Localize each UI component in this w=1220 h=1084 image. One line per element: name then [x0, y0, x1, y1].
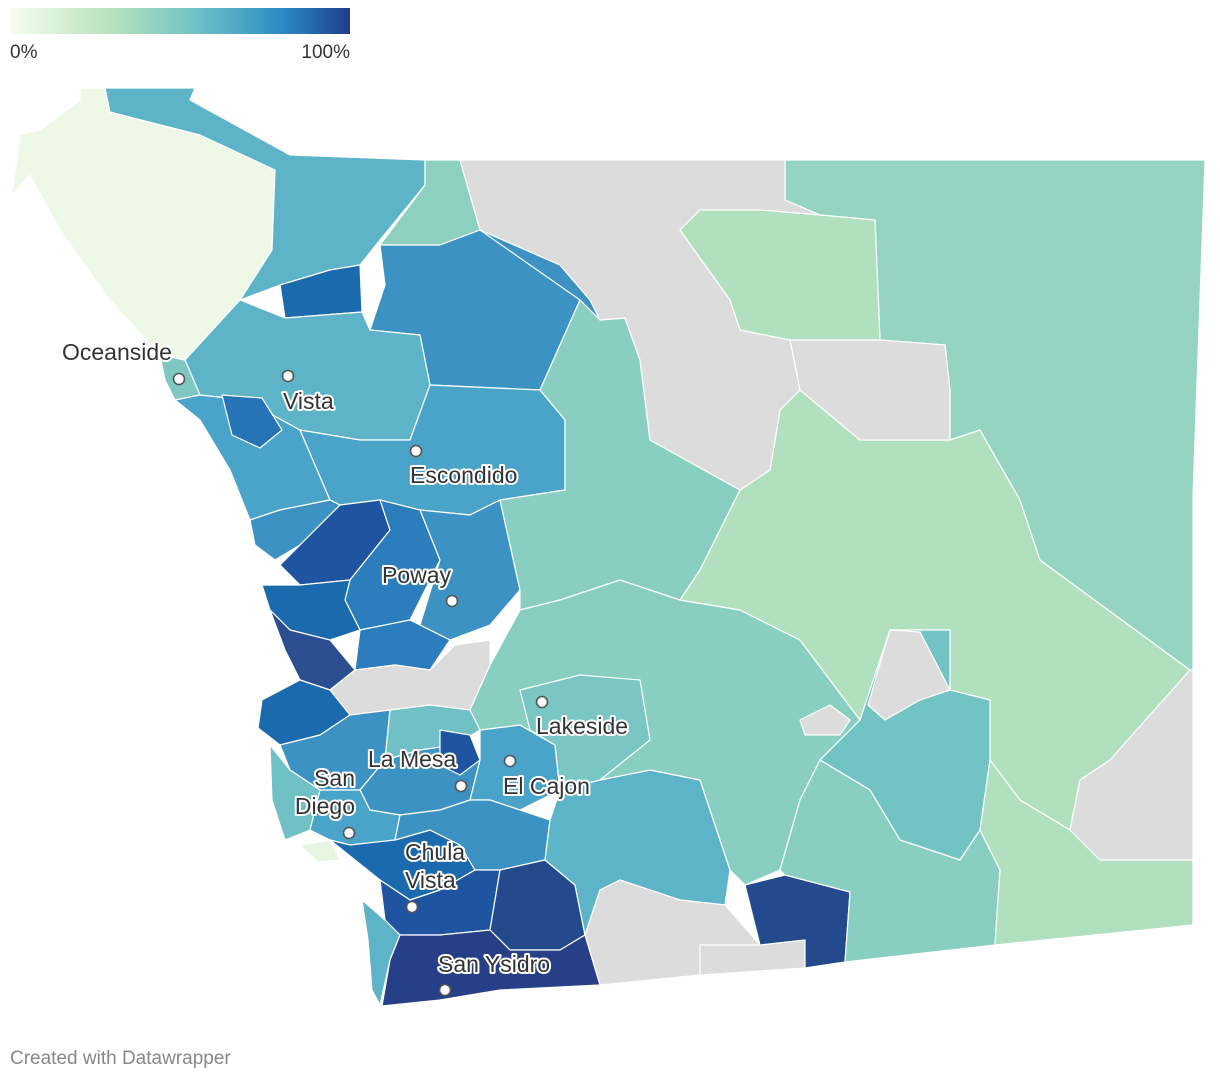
city-markers: Oceanside Vista Escondido Poway Lakeside La M… [60, 337, 630, 997]
city-dot-la-mesa[interactable] [454, 779, 468, 793]
city-label-oceanside: Oceanside [62, 339, 172, 365]
region-coronado[interactable] [299, 839, 341, 863]
city-label-san-ysidro: San Ysidro [438, 951, 550, 977]
region-otay-nodata[interactable] [584, 879, 761, 986]
region-lakeside[interactable] [519, 674, 651, 791]
city-label-la-mesa: La Mesa [368, 746, 456, 772]
legend-max-label: 100% [301, 42, 350, 63]
region-poway[interactable] [419, 499, 521, 641]
city-dot-chula-vista[interactable] [405, 900, 419, 914]
region-imperial-beach[interactable] [361, 899, 401, 1006]
region-descanso-nodata[interactable] [867, 629, 951, 721]
city-label-poway: Poway [382, 562, 452, 588]
region-central-dark[interactable] [439, 729, 481, 776]
city-label-escondido: Escondido [410, 462, 517, 488]
region-santa-ysabel-nodata[interactable] [789, 339, 951, 441]
legend-min-label: 0% [10, 42, 38, 63]
city-dot-lakeside[interactable] [535, 695, 549, 709]
city-dot-san-ysidro[interactable] [438, 983, 452, 997]
region-bonsall[interactable] [279, 264, 363, 319]
city-dot-oceanside[interactable] [172, 372, 186, 386]
city-label-el-cajon: El Cajon [503, 773, 590, 799]
region-dulzura-nodata[interactable] [699, 939, 806, 976]
city-dot-el-cajon[interactable] [503, 754, 517, 768]
city-dot-escondido[interactable] [409, 444, 423, 458]
region-ocotillo-nodata[interactable] [1069, 669, 1194, 861]
map-regions [11, 87, 1206, 1007]
city-label-vista: Vista [283, 388, 334, 414]
region-lake-nodata[interactable] [799, 704, 851, 736]
county-choropleth-map: Oceanside Vista Escondido Poway Lakeside La M… [11, 87, 1206, 1007]
legend-gradient-bar [10, 8, 350, 34]
city-label-lakeside: Lakeside [536, 713, 628, 739]
footer-credit: Created with Datawrapper [10, 1048, 231, 1069]
city-dot-san-diego[interactable] [342, 826, 356, 840]
color-legend: 0% 100% [10, 8, 350, 63]
city-dot-poway[interactable] [445, 594, 459, 608]
city-dot-vista[interactable] [281, 369, 295, 383]
region-del-mar[interactable] [261, 579, 361, 641]
region-carlsbad-dark[interactable] [221, 394, 283, 449]
city-label-san-diego: San Diego [295, 765, 355, 819]
city-label-chula-vista: Chula Vista [405, 839, 465, 893]
region-san-ysidro[interactable] [381, 929, 601, 1007]
